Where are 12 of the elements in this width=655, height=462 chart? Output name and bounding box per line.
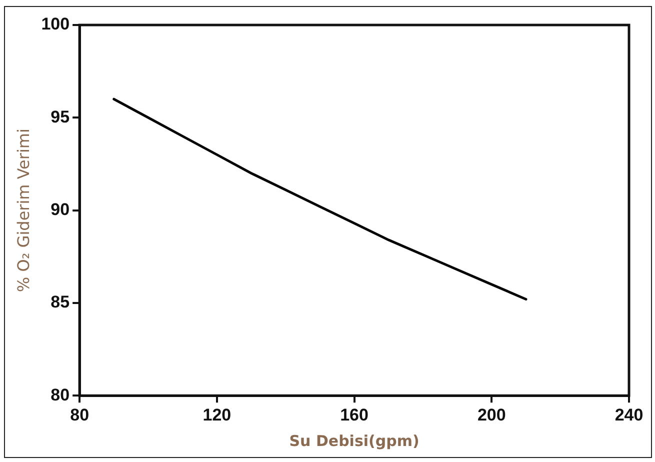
- y-tick-label: 95: [50, 107, 70, 126]
- y-tick-label: 80: [50, 385, 70, 404]
- x-tick-label: 200: [477, 405, 506, 424]
- x-tick-label: 160: [340, 405, 368, 424]
- y-tick-label: 100: [41, 14, 70, 34]
- y-axis-title: % O₂ Giderim Verimi: [14, 128, 33, 292]
- x-axis-title: Su Debisi(gpm): [289, 432, 420, 450]
- x-tick-label: 240: [614, 405, 644, 424]
- y-tick-label: 90: [50, 200, 70, 219]
- x-tick-label: 80: [70, 405, 90, 424]
- y-tick-label: 85: [50, 292, 70, 312]
- x-tick-label: 120: [202, 405, 232, 424]
